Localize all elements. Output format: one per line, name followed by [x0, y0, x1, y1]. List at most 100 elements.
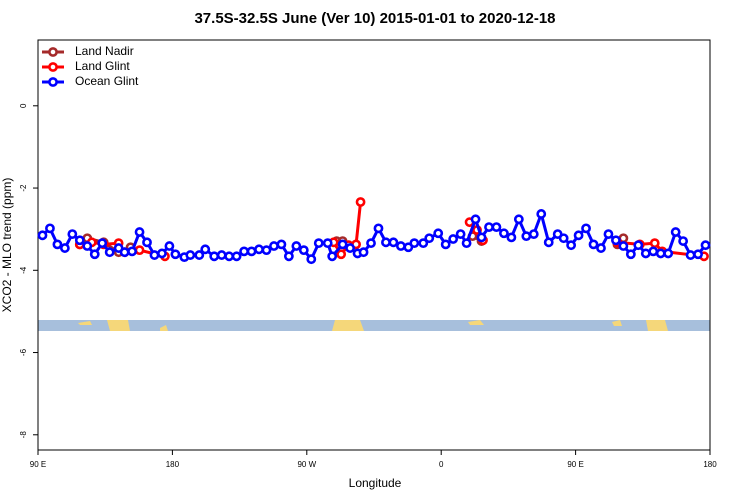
point	[603, 229, 614, 240]
point	[164, 241, 175, 251]
point	[37, 230, 48, 241]
point	[381, 237, 391, 248]
point	[640, 248, 651, 259]
legend-label: Land Nadir	[75, 44, 134, 58]
point	[74, 235, 85, 246]
x-tick-label: 0	[439, 460, 444, 469]
point	[194, 250, 205, 260]
point	[261, 245, 272, 256]
point	[395, 241, 406, 251]
map-strip	[38, 320, 710, 331]
point	[625, 249, 636, 260]
point	[648, 246, 659, 257]
point	[596, 243, 606, 253]
point	[200, 244, 211, 255]
point	[388, 237, 399, 248]
point	[558, 233, 569, 244]
chart-title: 37.5S-32.5S June (Ver 10) 2015-01-01 to …	[194, 10, 555, 27]
point	[649, 238, 660, 249]
point	[239, 246, 249, 257]
point	[345, 243, 356, 253]
point	[418, 238, 429, 249]
point	[337, 239, 348, 250]
point	[670, 227, 681, 237]
point	[127, 246, 137, 257]
point	[633, 240, 644, 251]
point	[97, 238, 108, 249]
x-tick-label: 180	[166, 460, 180, 469]
point	[216, 250, 227, 260]
point	[67, 229, 78, 240]
point	[269, 241, 279, 251]
y-tick-label: 0	[19, 103, 28, 108]
point	[89, 249, 100, 260]
point	[566, 240, 577, 251]
point	[618, 241, 629, 251]
legend-label: Ocean Glint	[75, 74, 139, 88]
x-tick-label: 90 W	[297, 460, 316, 469]
point	[476, 232, 487, 243]
point	[134, 245, 145, 256]
y-tick-label: -4	[19, 266, 28, 274]
point	[366, 238, 376, 249]
legend-marker	[48, 62, 58, 72]
point	[149, 250, 160, 260]
y-axis-label: XCO2 - MLO trend (ppm)	[0, 178, 14, 313]
point	[678, 236, 689, 246]
point	[513, 214, 524, 225]
legend-label: Land Glint	[75, 59, 130, 73]
point	[157, 248, 167, 259]
x-axis-label: Longitude	[349, 476, 402, 490]
point	[185, 250, 196, 260]
point	[440, 239, 451, 250]
point	[461, 238, 472, 249]
y-tick-label: -6	[19, 348, 28, 356]
point	[521, 231, 532, 242]
point	[276, 239, 287, 250]
legend-marker	[48, 77, 58, 87]
point	[298, 245, 309, 256]
point	[209, 251, 220, 262]
point	[283, 251, 294, 262]
point	[433, 228, 444, 239]
point	[424, 233, 435, 244]
point	[470, 214, 481, 225]
point	[355, 197, 366, 207]
point	[306, 254, 317, 265]
point	[536, 209, 547, 219]
point	[231, 251, 242, 262]
point	[491, 222, 502, 233]
point	[611, 235, 621, 246]
x-tick-label: 90 E	[567, 460, 583, 469]
point	[543, 237, 554, 248]
point	[104, 247, 115, 258]
point	[484, 222, 494, 233]
x-tick-label: 180	[703, 460, 717, 469]
point	[528, 229, 539, 240]
point	[588, 239, 599, 250]
point	[373, 223, 384, 234]
point	[313, 238, 324, 249]
point	[581, 223, 591, 234]
point	[327, 251, 338, 262]
point	[655, 248, 666, 259]
x-tick-label: 90 E	[30, 460, 46, 469]
point	[52, 239, 63, 250]
point	[59, 243, 70, 253]
point	[82, 241, 93, 251]
point	[663, 248, 674, 259]
legend-marker	[48, 47, 58, 57]
point	[693, 249, 703, 260]
point	[700, 240, 711, 251]
point	[246, 246, 257, 257]
point	[119, 247, 130, 258]
point	[322, 238, 333, 249]
point	[448, 234, 459, 244]
point	[224, 251, 235, 262]
point	[291, 241, 302, 251]
point	[685, 250, 696, 260]
point	[254, 244, 264, 255]
y-tick-label: -8	[19, 431, 28, 439]
point	[45, 223, 55, 234]
